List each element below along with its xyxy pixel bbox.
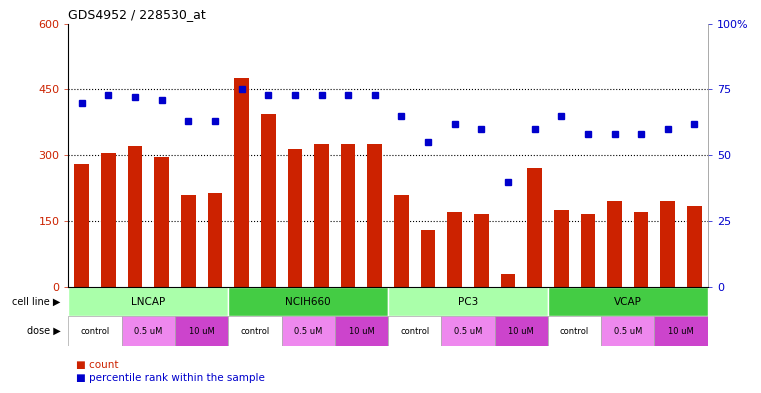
Bar — [68, 287, 228, 316]
Text: ■ percentile rank within the sample: ■ percentile rank within the sample — [76, 373, 265, 383]
Bar — [341, 144, 355, 287]
Text: PC3: PC3 — [458, 297, 478, 307]
Bar — [288, 149, 302, 287]
Bar — [581, 215, 595, 287]
Bar — [388, 316, 441, 346]
Bar — [208, 193, 222, 287]
Text: LNCAP: LNCAP — [131, 297, 166, 307]
Bar — [661, 201, 675, 287]
Bar — [261, 114, 275, 287]
Text: dose ▶: dose ▶ — [27, 326, 60, 336]
Bar — [554, 210, 568, 287]
Text: 0.5 uM: 0.5 uM — [613, 327, 642, 336]
Bar — [335, 316, 388, 346]
Bar — [548, 287, 708, 316]
Text: GDS4952 / 228530_at: GDS4952 / 228530_at — [68, 8, 206, 21]
Text: 0.5 uM: 0.5 uM — [294, 327, 323, 336]
Bar — [447, 212, 462, 287]
Bar — [175, 316, 228, 346]
Bar — [75, 164, 89, 287]
Bar — [314, 144, 329, 287]
Bar — [474, 215, 489, 287]
Bar — [282, 316, 335, 346]
Text: 10 uM: 10 uM — [668, 327, 694, 336]
Bar — [501, 274, 515, 287]
Bar — [441, 316, 495, 346]
Bar — [181, 195, 196, 287]
Text: 10 uM: 10 uM — [508, 327, 534, 336]
Text: 0.5 uM: 0.5 uM — [454, 327, 482, 336]
Bar — [654, 316, 708, 346]
Text: ■ count: ■ count — [76, 360, 119, 369]
Text: cell line ▶: cell line ▶ — [12, 297, 60, 307]
Bar — [495, 316, 548, 346]
Text: 10 uM: 10 uM — [349, 327, 374, 336]
Text: control: control — [81, 327, 110, 336]
Bar — [368, 144, 382, 287]
Text: VCAP: VCAP — [614, 297, 642, 307]
Bar — [527, 168, 542, 287]
Bar — [128, 147, 142, 287]
Bar — [388, 287, 548, 316]
Text: NCIH660: NCIH660 — [285, 297, 331, 307]
Bar — [68, 316, 122, 346]
Bar — [122, 316, 175, 346]
Bar — [687, 206, 702, 287]
Bar — [548, 316, 601, 346]
Bar — [421, 230, 435, 287]
Bar — [228, 287, 388, 316]
Text: control: control — [400, 327, 429, 336]
Bar — [101, 153, 116, 287]
Text: 10 uM: 10 uM — [189, 327, 215, 336]
Bar — [228, 316, 282, 346]
Text: control: control — [560, 327, 589, 336]
Text: control: control — [240, 327, 269, 336]
Bar — [154, 158, 169, 287]
Bar — [634, 212, 648, 287]
Bar — [394, 195, 409, 287]
Bar — [234, 79, 249, 287]
Bar — [607, 201, 622, 287]
Text: 0.5 uM: 0.5 uM — [134, 327, 163, 336]
Bar — [601, 316, 654, 346]
